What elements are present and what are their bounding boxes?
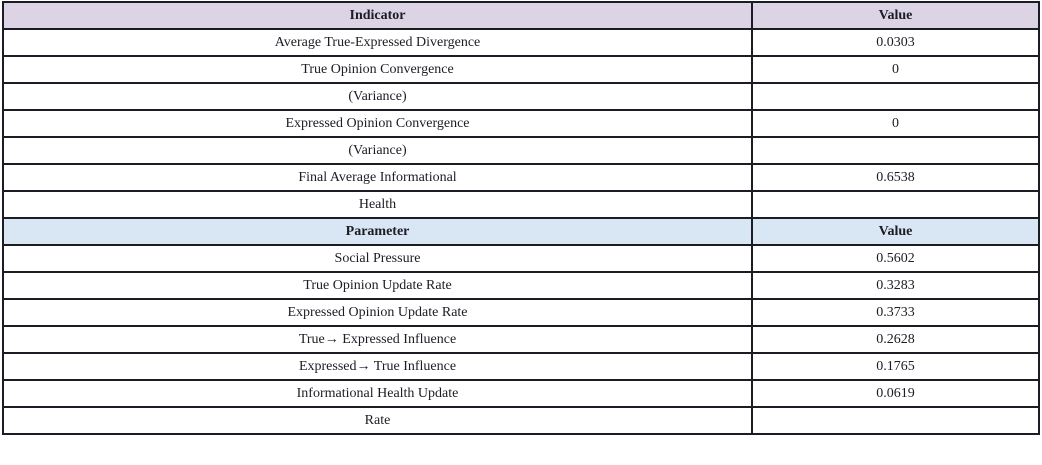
metrics-table: Indicator Value Average True-Expressed D…	[1, 1, 1040, 435]
parameter-label: Expressed→ True Influence	[1, 352, 754, 381]
parameter-value: 0.0619	[751, 379, 1040, 408]
table-row: (Variance)	[1, 82, 1040, 111]
parameter-value: 0.3733	[751, 298, 1040, 327]
indicator-value-header-cell: Value	[751, 1, 1040, 30]
table-row: (Variance)	[1, 136, 1040, 165]
indicator-value	[751, 82, 1040, 111]
parameter-value: 0.5602	[751, 244, 1040, 273]
parameter-label: Expressed Opinion Update Rate	[1, 298, 754, 327]
table-row: Rate	[1, 406, 1040, 435]
indicator-value: 0.6538	[751, 163, 1040, 192]
parameter-label: True→ Expressed Influence	[1, 325, 754, 354]
parameter-value	[751, 406, 1040, 435]
parameter-label: Informational Health Update	[1, 379, 754, 408]
indicator-header-cell: Indicator	[1, 1, 754, 30]
indicator-label: Expressed Opinion Convergence	[1, 109, 754, 138]
indicator-label: (Variance)	[1, 82, 754, 111]
table-row: Average True-Expressed Divergence 0.0303	[1, 28, 1040, 57]
parameter-label: Social Pressure	[1, 244, 754, 273]
parameter-value-header-cell: Value	[751, 217, 1040, 246]
table-row: Final Average Informational 0.6538	[1, 163, 1040, 192]
indicator-value: 0.0303	[751, 28, 1040, 57]
parameter-label: Rate	[1, 406, 754, 435]
table-row: Expressed Opinion Update Rate 0.3733	[1, 298, 1040, 327]
parameter-value: 0.2628	[751, 325, 1040, 354]
table-row: True Opinion Convergence 0	[1, 55, 1040, 84]
indicator-label: Average True-Expressed Divergence	[1, 28, 754, 57]
indicator-header-row: Indicator Value	[1, 1, 1040, 30]
parameter-label: True Opinion Update Rate	[1, 271, 754, 300]
indicator-label: (Variance)	[1, 136, 754, 165]
parameter-header-cell: Parameter	[1, 217, 754, 246]
indicator-label: True Opinion Convergence	[1, 55, 754, 84]
indicator-value: 0	[751, 109, 1040, 138]
indicator-value	[751, 190, 1040, 219]
indicator-label: Health	[1, 190, 754, 219]
indicator-label: Final Average Informational	[1, 163, 754, 192]
parameter-value: 0.1765	[751, 352, 1040, 381]
parameter-header-row: Parameter Value	[1, 217, 1040, 246]
table-row: True→ Expressed Influence 0.2628	[1, 325, 1040, 354]
indicator-value: 0	[751, 55, 1040, 84]
table-row: Social Pressure 0.5602	[1, 244, 1040, 273]
table-row: Health	[1, 190, 1040, 219]
parameter-value: 0.3283	[751, 271, 1040, 300]
table-row: True Opinion Update Rate 0.3283	[1, 271, 1040, 300]
table-row: Expressed Opinion Convergence 0	[1, 109, 1040, 138]
table-row: Informational Health Update 0.0619	[1, 379, 1040, 408]
table-row: Expressed→ True Influence 0.1765	[1, 352, 1040, 381]
indicator-value	[751, 136, 1040, 165]
